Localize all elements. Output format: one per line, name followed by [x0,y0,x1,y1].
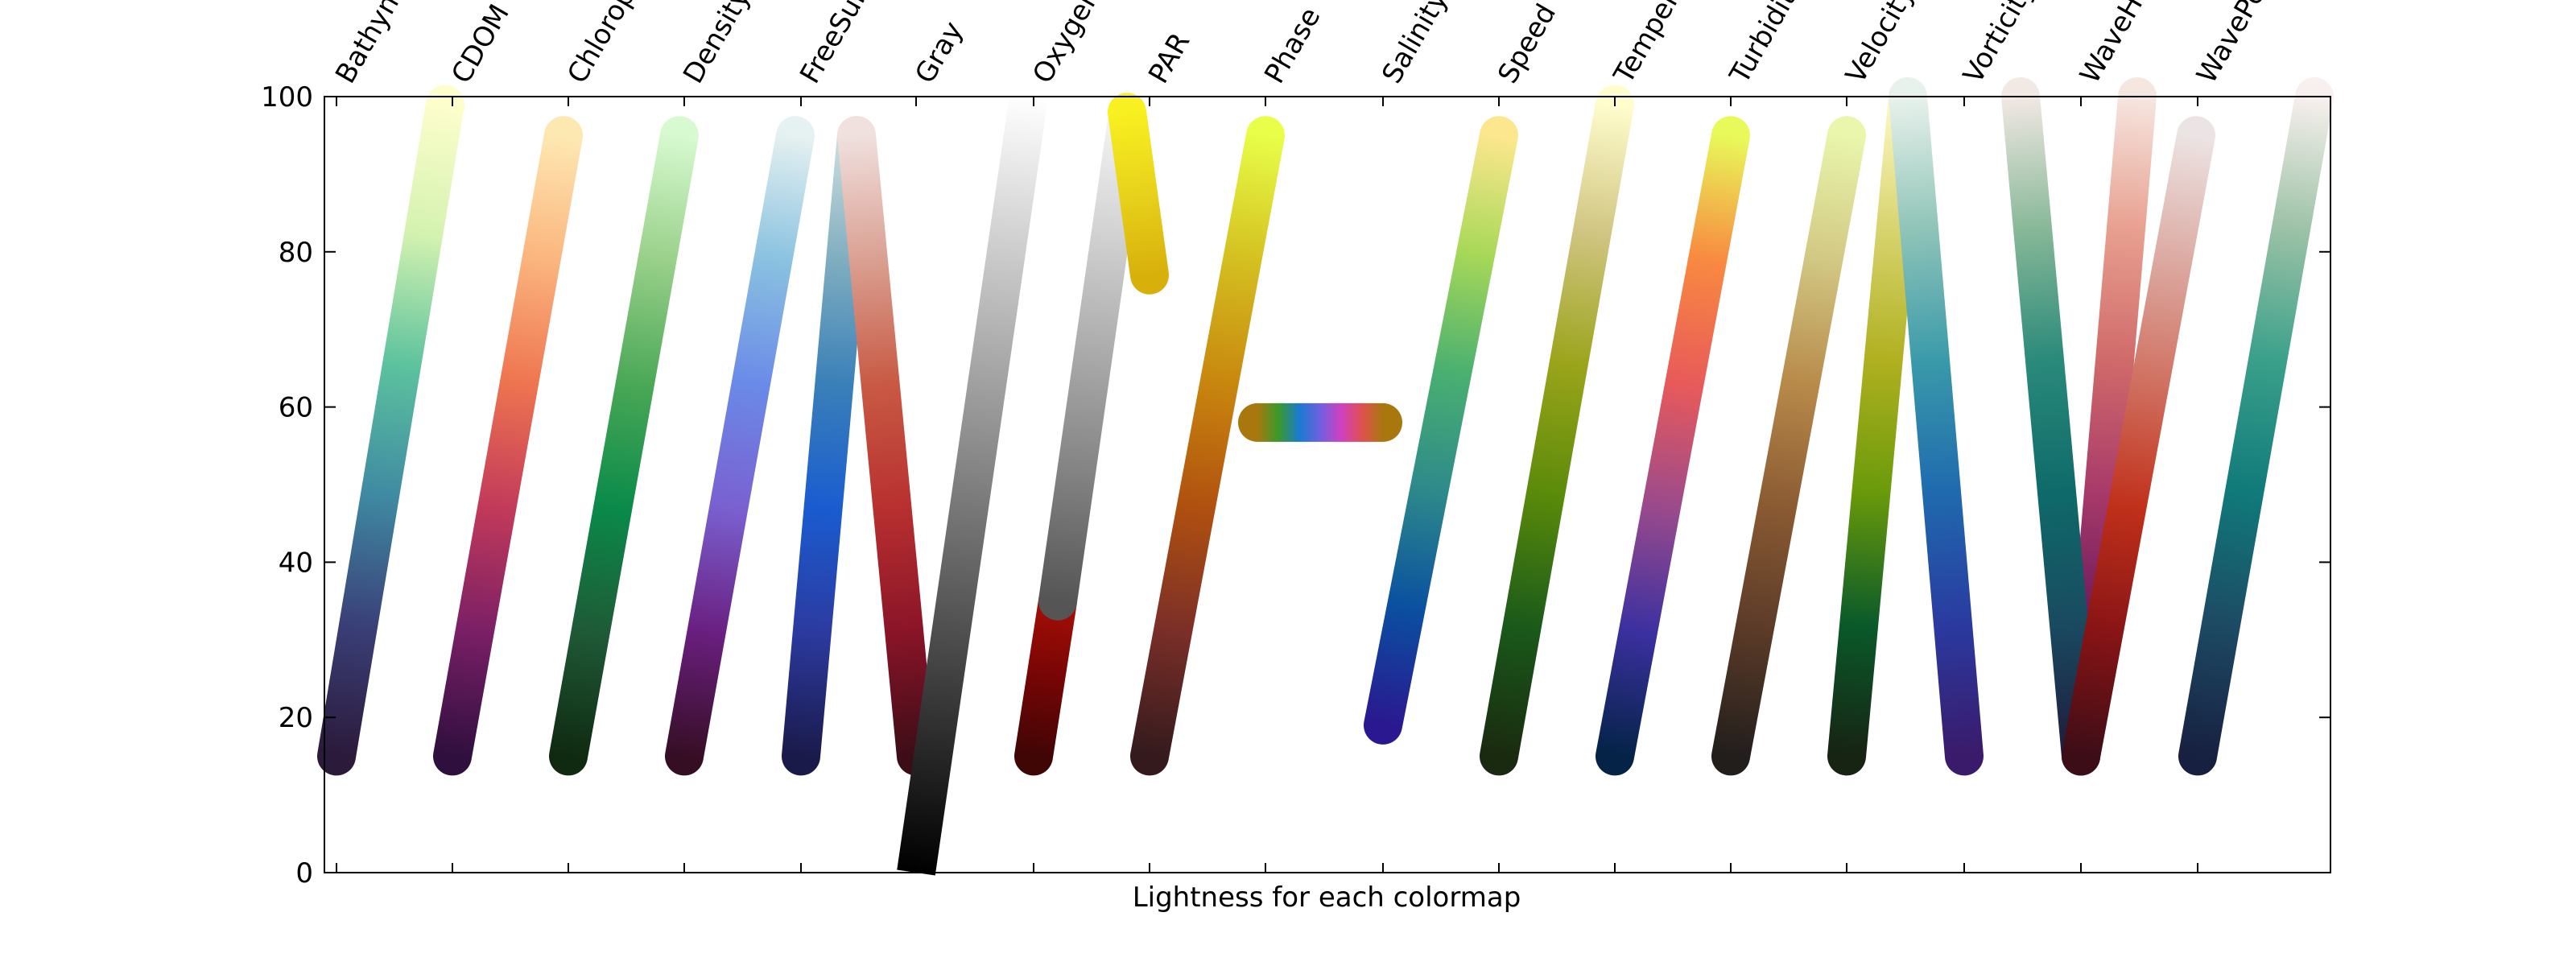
category-label-par: PAR [1142,27,1196,89]
y-tick-label: 60 [279,392,313,424]
series-velocity-blue [1889,77,1984,776]
category-label-gray: Gray [909,16,969,89]
series-freesurface-red [837,116,935,776]
series-oxygen-low [1014,581,1077,776]
x-axis-label: Lightness for each colormap [1133,881,1521,914]
category-label-salinity: Salinity [1376,0,1455,89]
category-label-cdom: CDOM [445,0,516,89]
series-par [1130,116,1285,776]
series-density [665,116,815,776]
series-velocity-green [1827,77,1927,776]
category-label-bathymetry: Bathymetry [329,0,438,89]
series-temperature [1596,116,1750,776]
series-gray [897,93,1048,876]
category-labels: Bathymetry CDOM Chlorophyll Density FreeSurf… [329,0,2298,89]
y-tick-label: 40 [279,547,313,579]
category-label-turbidity: Turbidity [1724,0,1810,89]
series-waveheight [2062,116,2215,776]
series-waveperiod [2178,77,2334,776]
category-label-waveperiod: WavePeriod [2190,0,2298,89]
category-label-velocity: Velocity [1839,0,1921,89]
y-tick-label: 80 [279,237,313,269]
series-vorticity-teal [2001,77,2100,776]
tick-layer: 0 20 40 60 80 100 [261,81,2330,890]
category-label-vorticity: Vorticity [1957,0,2041,89]
series-cdom [433,116,583,776]
y-tick-label: 100 [261,81,313,114]
category-label-temperature: Temperature [1608,0,1723,89]
category-label-oxygen: Oxygen [1026,0,1107,89]
series-bathymetry [317,85,464,776]
y-tick-label: 0 [295,857,313,890]
category-label-phase: Phase [1258,2,1327,89]
category-label-chlorophyll: Chlorophyll [561,0,667,89]
series-oxygen-mid [1038,100,1146,621]
series-chlorophyll [549,116,699,776]
category-label-freesurface: FreeSurface [794,0,902,89]
category-label-waveheight: WaveHeight [2074,0,2185,89]
series-turbidity [1711,116,1866,776]
series-layer [317,77,2334,876]
series-oxygen-high [1108,93,1169,295]
category-label-density: Density [677,0,757,89]
category-label-speed: Speed [1492,0,1563,89]
plot-frame [324,96,2331,873]
y-tick-label: 20 [279,702,313,734]
series-speed [1480,85,1634,776]
series-salinity [1364,116,1518,745]
